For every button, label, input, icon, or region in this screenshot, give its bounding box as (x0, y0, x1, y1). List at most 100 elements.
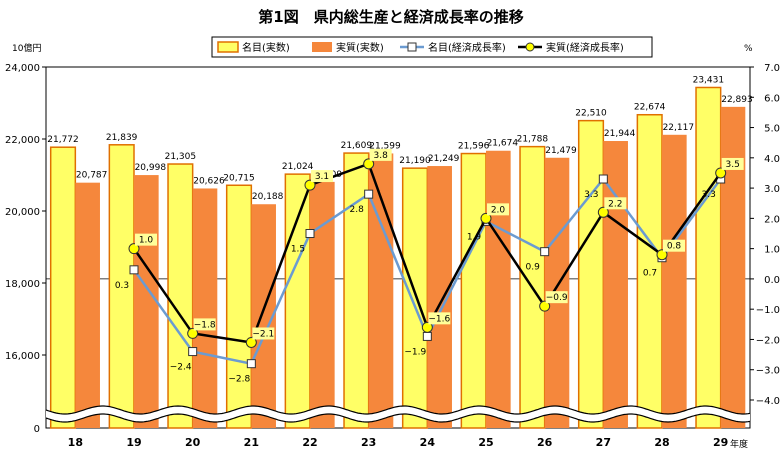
left-tick-label: 24,000 (5, 63, 40, 74)
right-tick-label: 3.0 (764, 184, 780, 195)
x-tick-label: 29 (713, 436, 728, 449)
bar-real (134, 175, 159, 428)
growth-label-real: 3.5 (726, 160, 740, 170)
bar-label-real: 20,626 (193, 176, 225, 186)
growth-label-nominal: 1.5 (291, 245, 305, 255)
growth-label-nominal: 0.7 (643, 269, 657, 279)
growth-label-bg (721, 157, 744, 170)
bar-nominal (577, 119, 605, 429)
x-tick-label: 23 (361, 436, 376, 449)
growth-label-nominal: 0.9 (526, 263, 541, 273)
marker-nominal-growth (188, 347, 198, 357)
marker-real-growth (715, 167, 727, 179)
legend-label-real-bar: 実質(実数) (336, 41, 384, 54)
marker-real-growth (187, 327, 199, 339)
growth-label-real: 3.1 (315, 172, 329, 182)
bar-label-nominal: 21,609 (341, 141, 373, 151)
legend-item-nominal-bar: 名目(実数) (217, 41, 290, 54)
bar-nominal (49, 146, 77, 429)
bar-real (603, 141, 628, 429)
growth-label-real: 2.2 (608, 199, 622, 209)
x-tick-label: 28 (654, 436, 669, 449)
marker-nominal-growth (364, 189, 374, 199)
marker-real-growth (363, 158, 375, 170)
left-tick-label: 18,000 (5, 279, 40, 290)
right-tick-label: 4.0 (764, 154, 780, 165)
bar-label-nominal: 21,772 (47, 135, 79, 145)
bar-real (662, 134, 687, 428)
marker-real-growth (245, 336, 257, 348)
growth-label-nominal: −2.4 (170, 363, 192, 373)
growth-label-nominal: 2.8 (350, 205, 365, 215)
growth-label-real: −1.8 (194, 320, 216, 330)
growth-label-real: −2.1 (252, 329, 274, 339)
right-tick-label: −2.0 (756, 335, 780, 346)
marker-nominal-growth (540, 247, 550, 257)
legend-label-real-line: 実質(経済成長率) (546, 41, 624, 54)
marker-nominal-growth (598, 174, 608, 184)
legend-label-nominal-line: 名目(経済成長率) (428, 41, 506, 54)
bar-real (720, 106, 746, 429)
marker-real-growth (128, 243, 140, 255)
chart-title: 第1図 県内総生産と経済成長率の推移 (258, 8, 523, 26)
bar-nominal (636, 113, 663, 429)
bar-label-real: 21,479 (545, 146, 577, 156)
growth-label-nominal: 1.9 (467, 232, 482, 242)
bar-real (310, 181, 335, 428)
bar-label-nominal: 21,024 (282, 162, 314, 172)
marker-real-growth (539, 300, 551, 312)
marker-real-growth (480, 212, 492, 224)
bar-label-real: 21,249 (428, 154, 460, 164)
growth-label-nominal: 3.3 (702, 190, 716, 200)
growth-label-bg (604, 197, 627, 210)
growth-label-bg (487, 203, 509, 216)
growth-label-real: −1.6 (428, 314, 450, 324)
growth-label-real: 1.0 (139, 236, 154, 246)
marker-nominal-growth (129, 265, 139, 275)
marker-nominal-growth (422, 331, 432, 341)
bar-label-real: 22,117 (663, 123, 695, 133)
legend: 名目(実数) 実質(実数) 名目(経済成長率) 実質(経済成長率) (211, 36, 653, 58)
x-tick-label: 26 (537, 436, 553, 449)
bar-label-real: 20,787 (76, 171, 108, 181)
axis-break-line-lower (45, 413, 751, 423)
axis-break-line-upper (45, 405, 751, 415)
growth-label-nominal: 3.3 (584, 190, 598, 200)
bar-label-nominal: 21,788 (517, 135, 549, 145)
bar-nominal (695, 86, 722, 429)
marker-nominal-growth (305, 229, 315, 238)
growth-label-real: 0.8 (667, 242, 682, 252)
x-tick-label: 19 (126, 436, 141, 449)
right-tick-label: 0.0 (764, 275, 780, 286)
bar-label-nominal: 21,305 (165, 152, 197, 162)
left-axis-unit: 10億円 (12, 42, 41, 54)
x-tick-label: 22 (302, 436, 317, 449)
x-tick-label: 24 (420, 436, 436, 449)
legend-marker-real-line (525, 42, 535, 52)
x-tick-label: 25 (478, 436, 493, 449)
marker-nominal-growth (246, 359, 256, 369)
bar-label-nominal: 23,431 (693, 75, 725, 85)
growth-label-bg (369, 148, 392, 161)
right-tick-label: 1.0 (764, 245, 780, 256)
bar-label-real: 20,188 (252, 192, 284, 202)
growth-label-bg (663, 239, 685, 252)
right-axis-unit: % (744, 44, 753, 54)
growth-label-bg (428, 312, 451, 325)
bar-label-real: 20,998 (135, 163, 167, 173)
bar-nominal (343, 152, 370, 429)
left-tick-label: 20,000 (5, 207, 40, 218)
bar-label-nominal: 21,596 (458, 142, 490, 152)
marker-real-growth (656, 249, 668, 261)
x-tick-label: 18 (68, 436, 83, 449)
plot-area: 24,000 22,000 20,000 18,000 16,000 0 7.0 6.0 5.0… (5, 63, 780, 449)
left-tick-label: 16,000 (5, 351, 40, 362)
legend-swatch-nominal-bar (217, 41, 239, 53)
bar-real (75, 182, 100, 428)
legend-label-nominal-bar: 名目(実数) (242, 41, 290, 54)
x-tick-label: 27 (596, 436, 611, 449)
legend-item-real-bar: 実質(実数) (312, 41, 384, 54)
growth-label-bg (252, 327, 275, 340)
bar-label-real: 22,893 (721, 95, 753, 105)
